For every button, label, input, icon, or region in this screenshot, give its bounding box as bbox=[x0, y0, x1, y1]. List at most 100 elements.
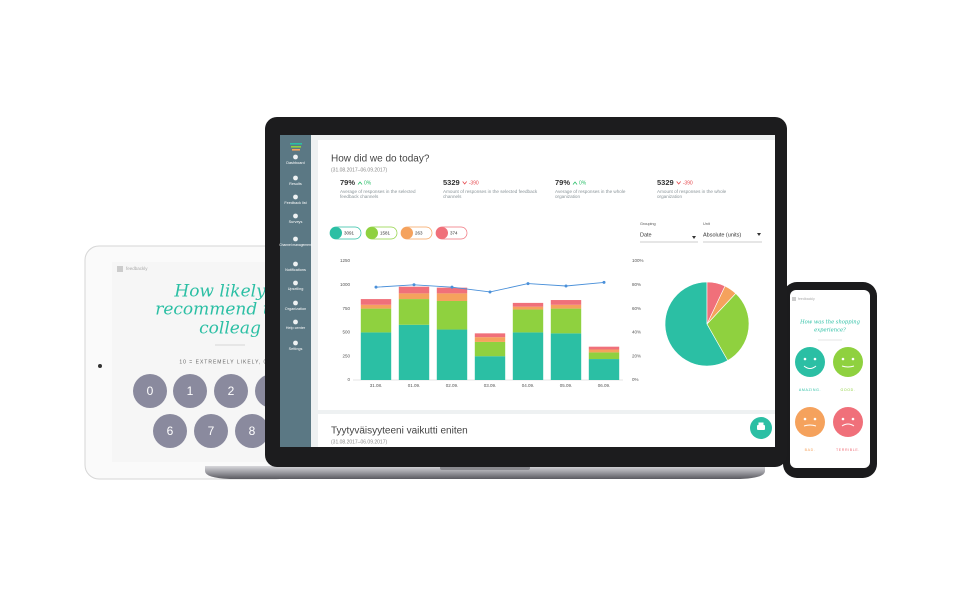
kpi-label-box: Average of responses in the selected fee… bbox=[340, 189, 416, 200]
question-line: colleag bbox=[199, 319, 261, 339]
question-line: How likely w bbox=[173, 282, 286, 302]
bar-segment bbox=[474, 341, 506, 357]
nav-label[interactable]: Organization bbox=[285, 307, 307, 311]
bar-segment bbox=[436, 300, 468, 330]
pie-slice bbox=[706, 292, 750, 361]
nav-icon bbox=[293, 300, 298, 306]
legend-chip[interactable]: 374 bbox=[435, 226, 468, 240]
bar-segment bbox=[550, 300, 582, 305]
unit-label: Unit bbox=[703, 222, 711, 226]
y2-tick-label: 0% bbox=[632, 377, 639, 382]
y2-tick-label: 20% bbox=[632, 353, 641, 358]
face[interactable] bbox=[795, 407, 825, 437]
answer[interactable]: AMAZING. bbox=[795, 347, 825, 392]
face[interactable] bbox=[833, 407, 863, 437]
logo-bar bbox=[291, 146, 301, 148]
tablet-camera bbox=[98, 364, 102, 368]
pie-slice bbox=[664, 281, 729, 367]
kpi-arrow bbox=[462, 181, 468, 185]
nav-label[interactable]: Surveys bbox=[289, 220, 303, 224]
mouth bbox=[803, 365, 817, 369]
bar-segment bbox=[512, 306, 544, 310]
nav-label[interactable]: Channel management bbox=[279, 243, 312, 247]
rating-circle[interactable] bbox=[173, 374, 207, 408]
legend-chip[interactable]: 1581 bbox=[365, 226, 398, 240]
rating-circle[interactable] bbox=[214, 374, 248, 408]
face[interactable] bbox=[795, 347, 825, 377]
bar-segment bbox=[550, 333, 582, 380]
eye bbox=[841, 357, 845, 361]
chip-count: 263 bbox=[415, 231, 423, 236]
face[interactable] bbox=[833, 347, 863, 377]
answer[interactable]: TERRIBLE. bbox=[833, 407, 863, 452]
rating-circle[interactable] bbox=[194, 414, 228, 448]
phone-screen bbox=[790, 290, 870, 468]
line-point bbox=[412, 283, 416, 287]
answer[interactable]: GOOD. bbox=[833, 347, 863, 392]
question-line: experience? bbox=[814, 328, 846, 334]
print-button[interactable] bbox=[750, 417, 772, 439]
section-title: Tyytyväisyyteeni vaikutti eniten bbox=[331, 426, 468, 437]
kpi-value: 79% bbox=[555, 178, 570, 187]
nav-label[interactable]: Dashboard bbox=[286, 161, 305, 165]
chip-face bbox=[330, 227, 342, 239]
answer[interactable]: BAD. bbox=[795, 407, 825, 452]
nav-label[interactable]: Feedback list bbox=[284, 201, 307, 205]
rating-label: 0 bbox=[147, 384, 154, 398]
nav-label[interactable]: Notifications bbox=[285, 268, 306, 272]
bar-segment bbox=[550, 304, 582, 309]
eye bbox=[813, 417, 817, 421]
laptop-base bbox=[205, 466, 765, 479]
nav-label[interactable]: Upselling bbox=[288, 287, 304, 291]
eye bbox=[813, 357, 817, 361]
kpi-value: 79% bbox=[340, 178, 355, 187]
grouping-select[interactable]: Date bbox=[640, 232, 652, 238]
bar-segment bbox=[360, 304, 392, 309]
kpi-label-box: Amount of responses in the whole organiz… bbox=[657, 189, 727, 200]
chip-face bbox=[366, 227, 378, 239]
bar-segment bbox=[512, 309, 544, 333]
laptop: How did we do today? (31.08.2017–06.09.2… bbox=[205, 117, 787, 479]
kpi-label: Amount of responses in the whole organiz… bbox=[657, 189, 727, 200]
bar-segment bbox=[436, 293, 468, 301]
rating-button[interactable]: 2 bbox=[214, 374, 248, 408]
bar-segment bbox=[588, 346, 620, 350]
bar-segment bbox=[512, 302, 544, 307]
answer-label: TERRIBLE. bbox=[836, 448, 860, 452]
nav-icon bbox=[293, 154, 298, 160]
chip-count: 374 bbox=[450, 231, 458, 236]
bar-segment bbox=[398, 286, 430, 294]
unit-select[interactable]: Absolute (units) bbox=[703, 232, 741, 238]
brand: feedbackly bbox=[798, 297, 815, 301]
rating-circle[interactable] bbox=[153, 414, 187, 448]
bar-segment bbox=[360, 299, 392, 305]
eye bbox=[841, 417, 845, 421]
x-tick-label: 31.08. bbox=[370, 383, 383, 388]
kpi-arrow bbox=[572, 181, 578, 185]
logo-bar bbox=[290, 143, 302, 145]
line-point bbox=[488, 290, 492, 294]
bar-segment bbox=[436, 287, 468, 294]
nav-icon bbox=[293, 236, 298, 242]
nav-label[interactable]: Help center bbox=[286, 326, 306, 330]
legend-chip[interactable]: 3091 bbox=[329, 226, 362, 240]
y2-tick-label: 80% bbox=[632, 282, 641, 287]
rating-button[interactable]: 0 bbox=[133, 374, 167, 408]
rating-button[interactable]: 8 bbox=[235, 414, 269, 448]
eye bbox=[803, 357, 807, 361]
legend-chip[interactable]: 263 bbox=[400, 226, 433, 240]
rating-button[interactable]: 1 bbox=[173, 374, 207, 408]
chip-count: 1581 bbox=[380, 231, 391, 236]
rating-label: 7 bbox=[208, 424, 215, 438]
kpi-arrow bbox=[357, 181, 363, 185]
rating-button[interactable]: 7 bbox=[194, 414, 228, 448]
rating-button[interactable]: 6 bbox=[153, 414, 187, 448]
rating-circle[interactable] bbox=[235, 414, 269, 448]
nav-label[interactable]: Results bbox=[289, 182, 302, 186]
chip-face bbox=[401, 227, 413, 239]
print-icon bbox=[758, 422, 764, 426]
bar-segment bbox=[398, 299, 430, 325]
kpi-label: Average of responses in the selected fee… bbox=[340, 189, 416, 200]
rating-circle[interactable] bbox=[133, 374, 167, 408]
nav-label[interactable]: Settings bbox=[289, 347, 303, 351]
